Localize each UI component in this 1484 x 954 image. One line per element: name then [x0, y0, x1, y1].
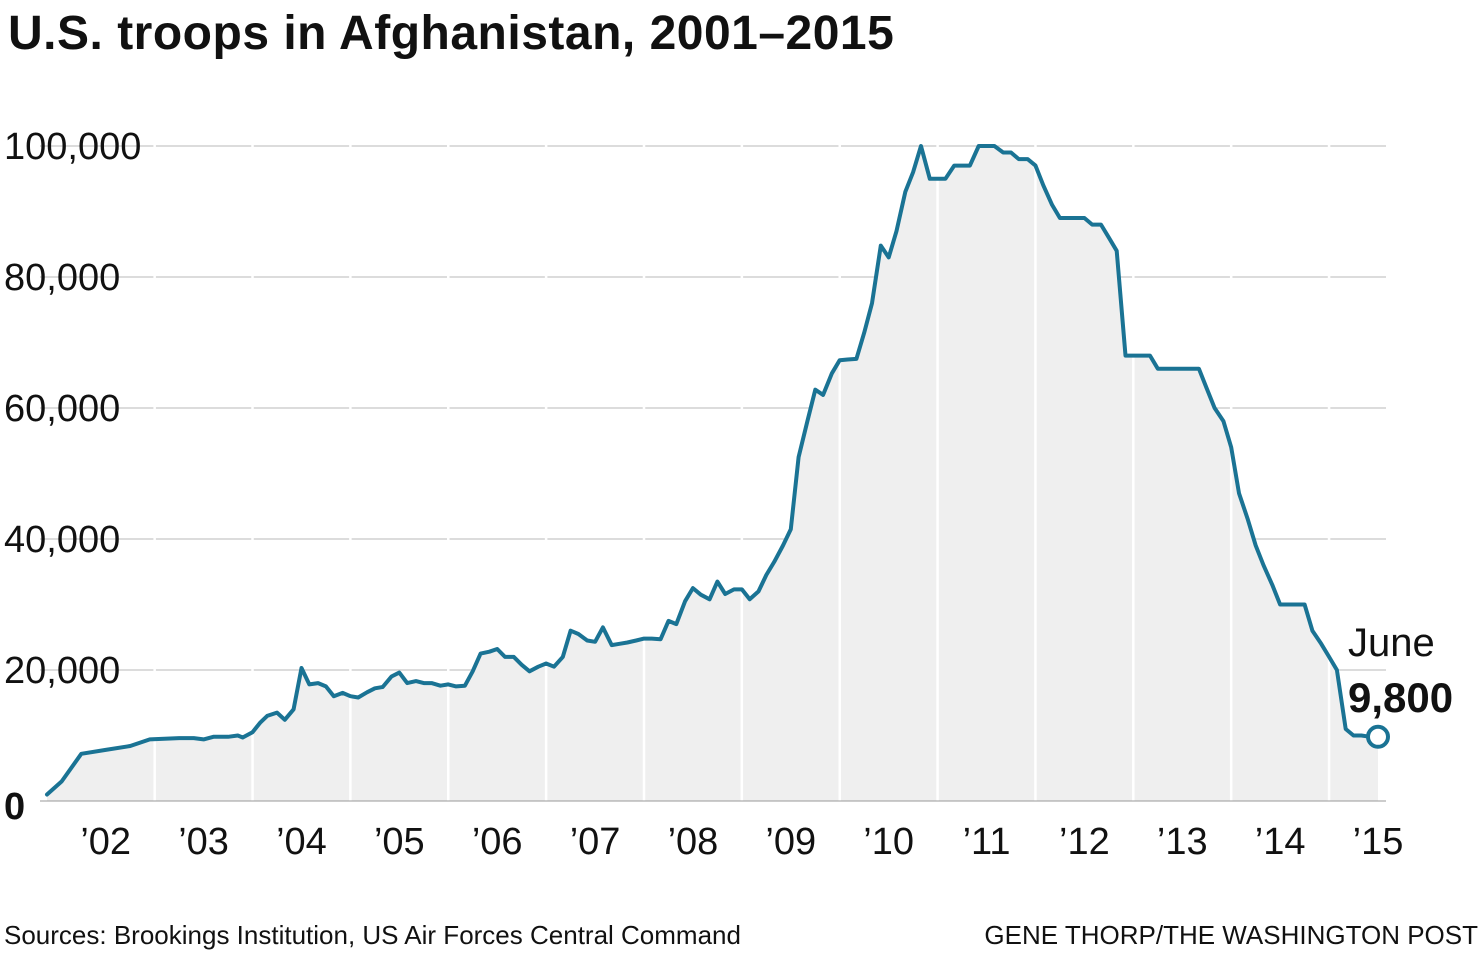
- sources-note: Sources: Brookings Institution, US Air F…: [4, 920, 741, 950]
- x-tick-label-09: ’09: [765, 821, 816, 863]
- annotation-value-label: 9,800: [1348, 674, 1453, 721]
- y-tick-label-20000: 20,000: [4, 650, 120, 692]
- x-tick-label-04: ’04: [276, 821, 327, 863]
- credit-note: GENE THORP/THE WASHINGTON POST: [984, 920, 1478, 950]
- x-tick-label-05: ’05: [374, 821, 425, 863]
- area-fill-group: [47, 146, 1378, 801]
- series-line-group: [45, 144, 1390, 797]
- x-axis-ticks: ’02 ’03 ’04 ’05 ’06 ’07 ’08 ’09 ’10 ’11 ’12 ’13 ’14 ’…: [80, 821, 1403, 863]
- chart-title: U.S. troops in Afghanistan, 2001–2015: [8, 7, 895, 60]
- x-tick-label-13: ’13: [1157, 821, 1208, 863]
- x-tick-label-14: ’14: [1255, 821, 1306, 863]
- y-axis-ticks: 0 20,000 40,000 60,000 80,000 100,000: [4, 126, 141, 828]
- x-tick-label-12: ’12: [1059, 821, 1110, 863]
- x-tick-label-07: ’07: [570, 821, 621, 863]
- x-tick-label-15: ’15: [1353, 821, 1404, 863]
- y-tick-label-100000: 100,000: [4, 126, 141, 168]
- end-annotation: June 9,800: [1348, 621, 1453, 721]
- x-tick-label-06: ’06: [472, 821, 523, 863]
- x-tick-label-11: ’11: [963, 821, 1011, 863]
- series-line: [45, 144, 1380, 797]
- x-tick-label-03: ’03: [178, 821, 229, 863]
- area-fill: [47, 146, 1378, 801]
- y-tick-label-0: 0: [4, 786, 25, 828]
- x-tick-label-02: ’02: [80, 821, 131, 863]
- x-tick-label-10: ’10: [863, 821, 914, 863]
- year-separators: [40, 144, 1386, 802]
- end-point-marker: [1366, 724, 1390, 749]
- y-tick-label-40000: 40,000: [4, 519, 120, 561]
- y-tick-label-60000: 60,000: [4, 388, 120, 430]
- annotation-month-label: June: [1348, 621, 1435, 665]
- y-tick-label-80000: 80,000: [4, 257, 120, 299]
- x-tick-label-08: ’08: [668, 821, 719, 863]
